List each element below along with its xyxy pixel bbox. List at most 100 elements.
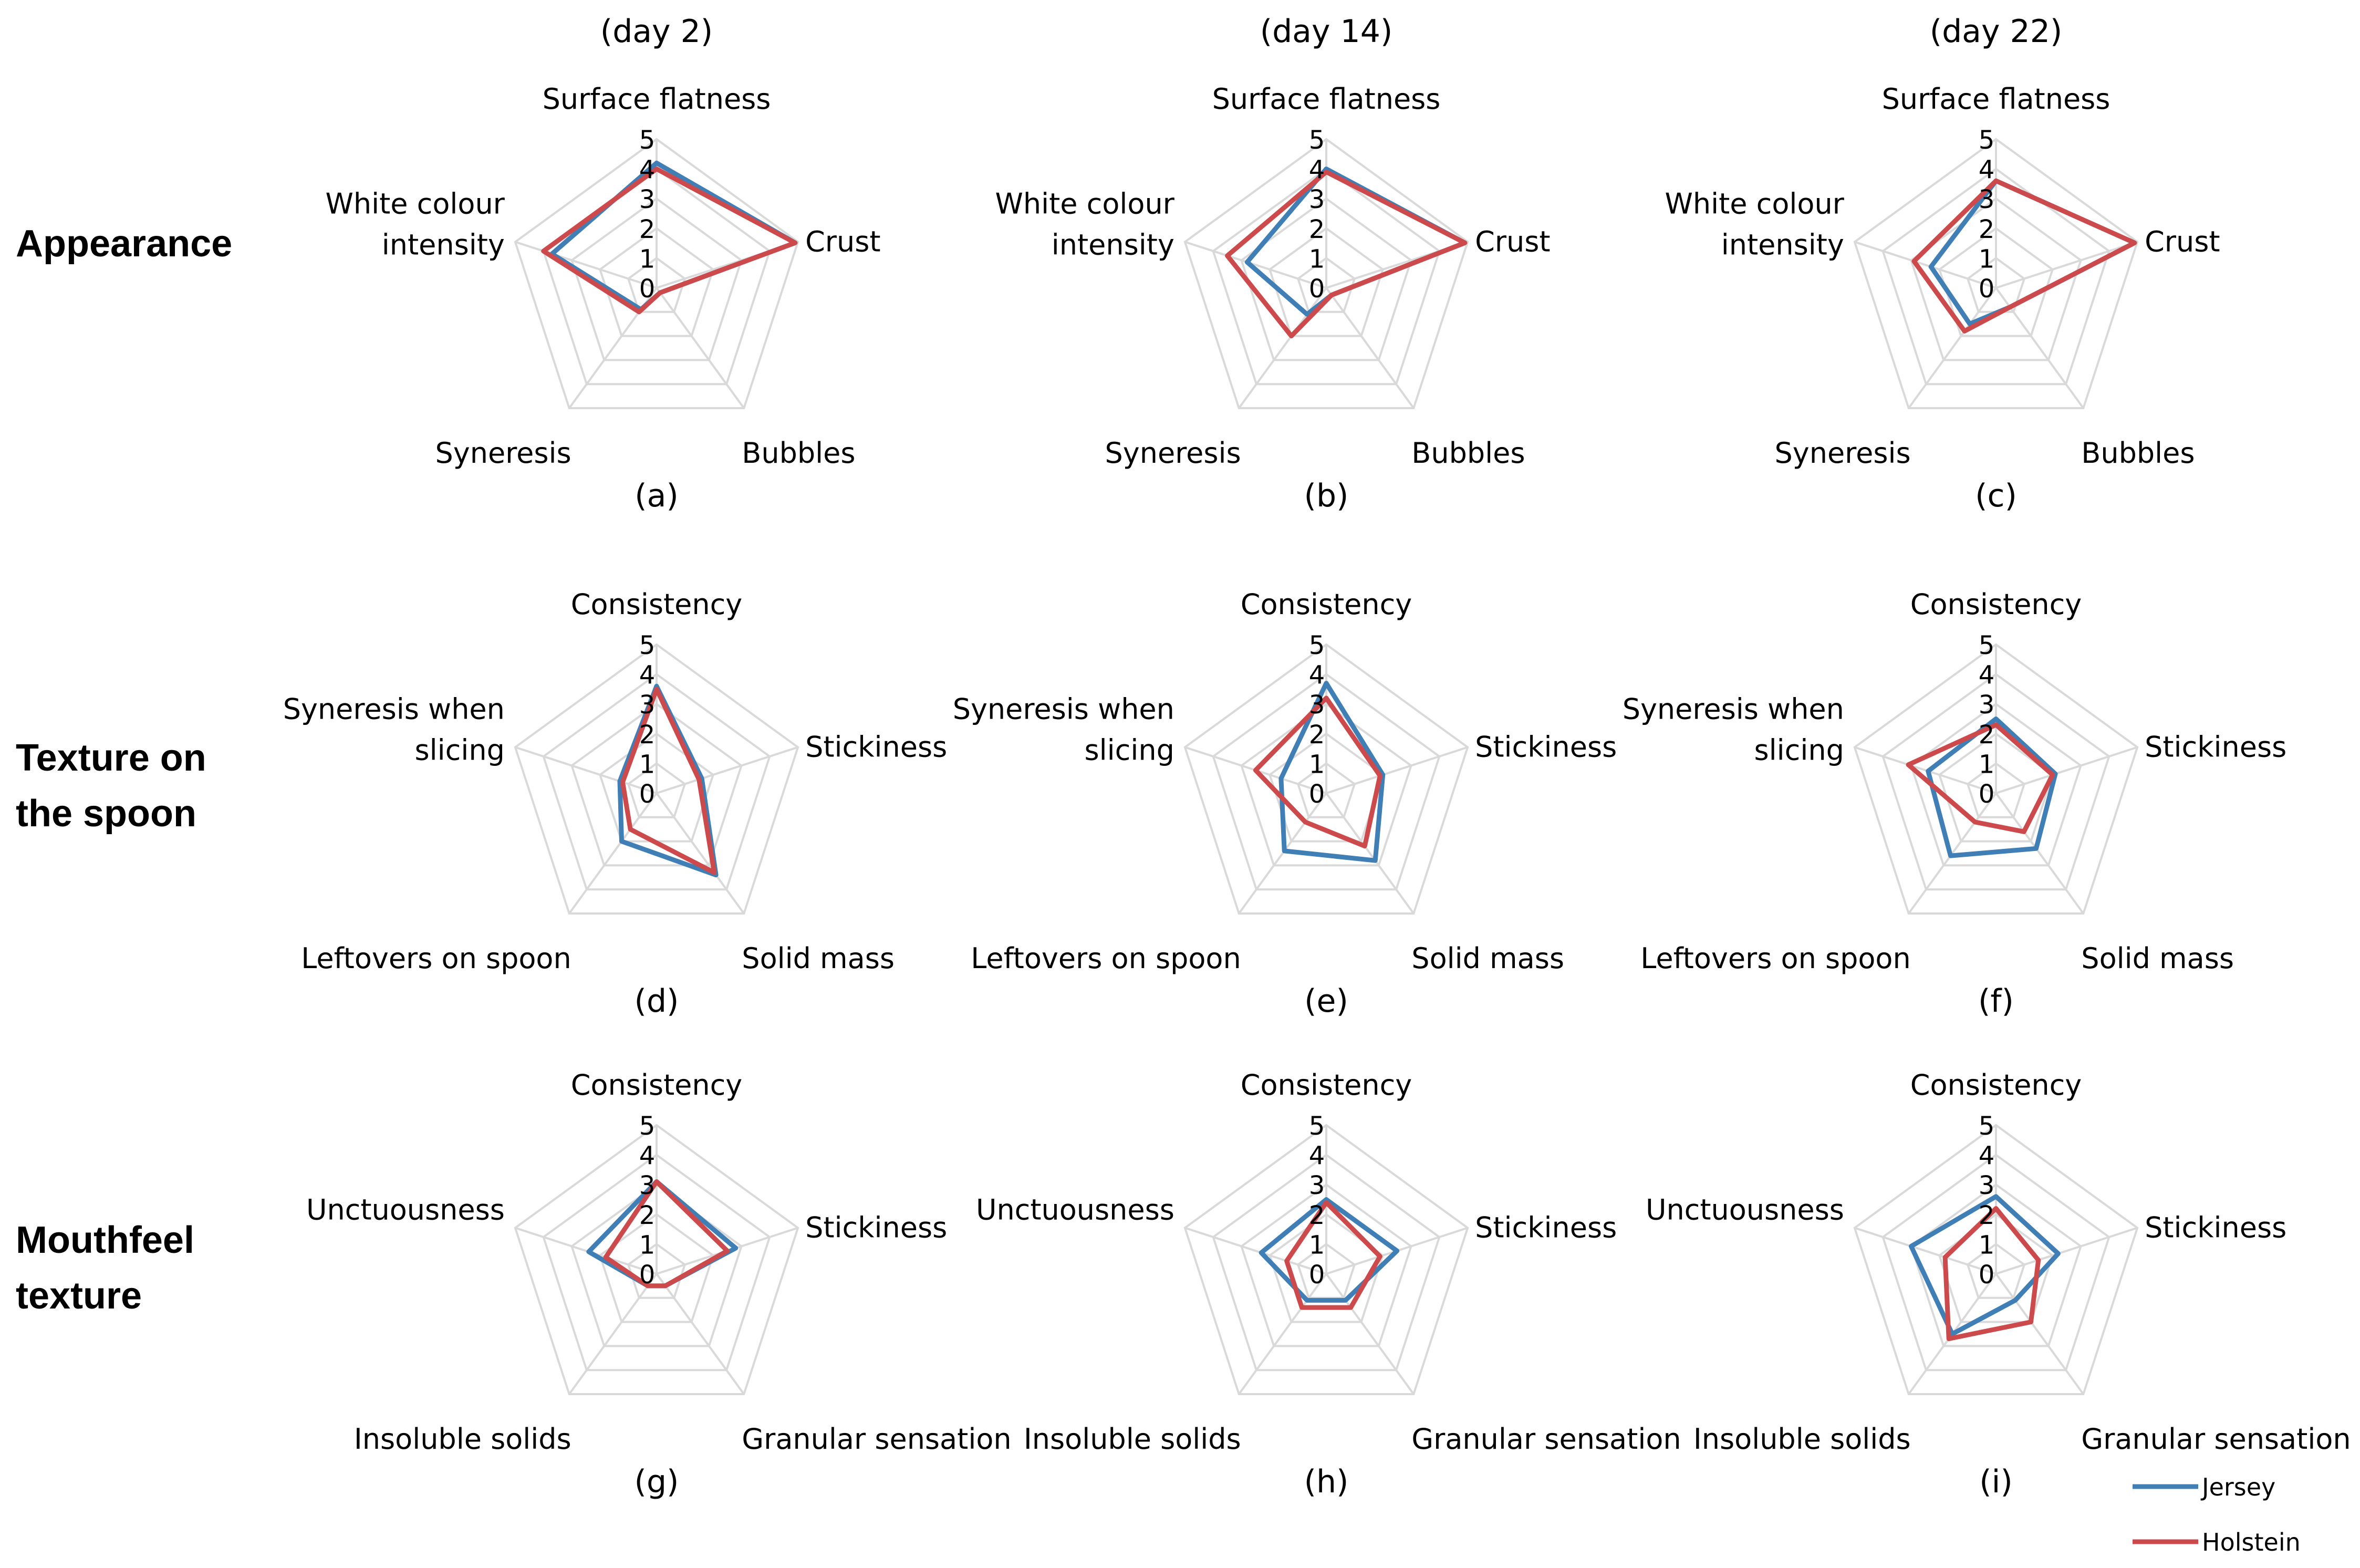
tick-label: 5 [639, 1112, 656, 1141]
axis-label-crust: Crust [1475, 225, 1550, 258]
axis-label-stickiness: Stickiness [2145, 731, 2286, 764]
tick-label: 2 [1309, 215, 1325, 244]
axis-label-syneresis-when-slicing: Syneresis when slicing [953, 693, 1174, 767]
grid-ring [1853, 643, 2139, 915]
panel-label: (i) [1979, 1463, 2013, 1500]
grid-spoke [1184, 1227, 1327, 1275]
tick-label: 0 [1979, 780, 1995, 809]
grid-spoke [515, 241, 657, 289]
axis-label-consistency: Consistency [1241, 1068, 1412, 1102]
series-line-holstein [620, 687, 717, 875]
axis-label-granular-sensation: Granular sensation [742, 1422, 1011, 1456]
grid-ring [570, 197, 743, 361]
legend: Jersey Holstein [2133, 1473, 2301, 1556]
axis-label-stickiness: Stickiness [2145, 1211, 2286, 1244]
grid-spoke [656, 1273, 745, 1395]
axis-label-bubbles: Bubbles [2081, 437, 2195, 470]
grid-ring [542, 673, 771, 891]
grid-ring [1296, 256, 1356, 313]
series-line-holstein [1911, 178, 2137, 334]
axis-label-consistency: Consistency [1910, 588, 2082, 621]
axis-label-syneresis: Syneresis [1774, 437, 1910, 470]
tick-label: 5 [1979, 1112, 1995, 1141]
tick-label: 1 [1979, 244, 1995, 274]
row-label-line: the spoon [16, 793, 196, 835]
axis-label-white-colour-intensity: White colour intensity [326, 188, 505, 262]
tick-label: 0 [1309, 274, 1325, 304]
axis-label-syneresis-when-slicing: Syneresis when slicing [1623, 693, 1844, 767]
series-line-jersey [1259, 1197, 1400, 1303]
tick-label: 0 [1309, 1260, 1325, 1290]
tick-label: 2 [639, 1201, 656, 1230]
tick-label: 1 [1309, 244, 1325, 274]
axis-label-leftovers-on-spoon: Leftovers on spoon [971, 942, 1241, 975]
tick-label: 4 [1309, 155, 1325, 185]
grid-ring [1938, 1213, 2054, 1323]
grid-spoke [568, 792, 658, 915]
row-label-line: texture [16, 1275, 142, 1317]
tick-label: 2 [1309, 1201, 1325, 1230]
grid-ring [514, 138, 799, 409]
row-label-mouthfeel-texture: Mouthfeel texture [16, 1212, 194, 1324]
axis-label-crust: Crust [805, 225, 880, 258]
tick-label: 3 [1309, 1171, 1325, 1200]
axis-label-unctuousness: Unctuousness [1646, 1193, 1844, 1227]
axis-label-bubbles: Bubbles [1411, 437, 1525, 470]
tick-label: 4 [639, 1141, 656, 1171]
axis-label-insoluble-solids: Insoluble solids [1024, 1422, 1241, 1456]
axis-label-consistency: Consistency [571, 588, 743, 621]
tick-label: 1 [1979, 750, 1995, 779]
grid-ring [1212, 1154, 1441, 1372]
axis-label-solid-mass: Solid mass [742, 942, 895, 975]
panel-label: (h) [1304, 1463, 1349, 1500]
axis-label-bubbles: Bubbles [742, 437, 855, 470]
tick-label: 1 [1979, 1230, 1995, 1260]
tick-label: 4 [1309, 661, 1325, 690]
tick-label: 4 [1979, 1141, 1995, 1171]
axis-label-consistency: Consistency [571, 1068, 743, 1102]
tick-label: 3 [1309, 185, 1325, 214]
grid-ring [598, 227, 715, 337]
grid-ring [1881, 673, 2111, 891]
tick-label: 3 [1979, 185, 1995, 214]
grid-spoke [1995, 1227, 2138, 1275]
grid-ring [542, 1154, 771, 1372]
grid-spoke [515, 1227, 657, 1275]
tick-label: 1 [1309, 1230, 1325, 1260]
axis-label-leftovers-on-spoon: Leftovers on spoon [1640, 942, 1910, 975]
axis-label-surface-flatness: Surface flatness [543, 82, 771, 116]
series-line-holstein [1284, 1200, 1382, 1310]
axis-label-white-colour-intensity: White colour intensity [995, 188, 1175, 262]
grid-spoke [1326, 746, 1468, 794]
axis-label-stickiness: Stickiness [805, 731, 947, 764]
grid-ring [514, 1124, 799, 1395]
row-label-appearance: Appearance [16, 216, 232, 272]
series-line-jersey [1278, 681, 1386, 863]
legend-label-holstein: Holstein [2202, 1528, 2301, 1556]
tick-label: 5 [1309, 631, 1325, 660]
tick-label: 1 [639, 750, 656, 779]
grid-spoke [656, 287, 745, 409]
tick-label: 0 [1979, 1260, 1995, 1290]
grid-ring [1938, 227, 2054, 337]
axis-label-white-colour-intensity: White colour intensity [1665, 188, 1845, 262]
grid-spoke [568, 1273, 658, 1395]
axis-label-insoluble-solids: Insoluble solids [354, 1422, 571, 1456]
panel-label: (f) [1978, 983, 2014, 1020]
panel-label: (c) [1975, 477, 2017, 514]
tick-label: 3 [639, 1171, 656, 1200]
tick-label: 0 [639, 780, 656, 809]
tick-label: 5 [1309, 126, 1325, 155]
tick-label: 5 [639, 126, 656, 155]
grid-spoke [1238, 1273, 1327, 1395]
tick-label: 2 [639, 720, 656, 750]
series-line-jersey [1926, 716, 2058, 858]
